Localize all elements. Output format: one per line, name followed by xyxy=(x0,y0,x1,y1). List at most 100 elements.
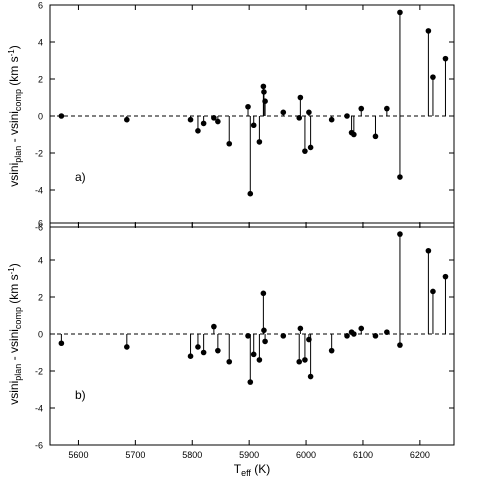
data-point xyxy=(58,340,65,347)
data-point xyxy=(280,333,287,339)
x-tick-label: 5600 xyxy=(68,450,88,460)
y-axis-label-part: ) xyxy=(7,45,21,49)
y-axis-label: vsiniplan - vsinicomp (km s-1) xyxy=(7,263,23,405)
data-point xyxy=(262,338,268,345)
data-point xyxy=(187,353,194,360)
data-point xyxy=(296,115,303,121)
data-point xyxy=(384,105,390,112)
data-point xyxy=(442,55,449,62)
data-point xyxy=(397,231,403,237)
x-tick-label: 6200 xyxy=(410,450,430,460)
y-axis-label-part: plan xyxy=(13,364,23,381)
data-point xyxy=(397,9,403,16)
data-point xyxy=(256,357,263,363)
y-tick-label: -6 xyxy=(35,223,43,233)
data-point xyxy=(211,323,217,330)
data-point xyxy=(200,120,207,127)
y-axis-label-part: - vsini xyxy=(7,329,21,364)
y-axis-label-part: -1 xyxy=(7,49,16,57)
data-point xyxy=(262,98,268,104)
data-point xyxy=(306,109,312,116)
data-point xyxy=(344,333,350,339)
data-point xyxy=(358,325,365,332)
y-axis-label: vsiniplan - vsinicomp (km s-1) xyxy=(7,45,23,187)
data-point xyxy=(187,116,194,123)
data-point xyxy=(215,118,221,125)
data-point xyxy=(384,329,390,335)
data-point xyxy=(260,83,267,90)
panel-b: -6 -4 -2 0 2 4 6 5600 5700 5800 5900 6000 6100 6200 b)… xyxy=(7,219,455,478)
y-axis-label-part: (km s xyxy=(7,274,21,307)
x-axis-label: Teff (K) xyxy=(234,462,271,476)
data-point xyxy=(250,122,257,129)
panel-a: -6 -4 -2 0 2 4 6 a) vsiniplan - vsinicomp (km s-… xyxy=(7,1,455,233)
y-tick-label: 0 xyxy=(38,330,43,340)
data-point xyxy=(195,128,201,134)
y-tick-label: -4 xyxy=(35,404,43,414)
data-point xyxy=(260,290,267,297)
y-tick-label: 2 xyxy=(38,75,43,85)
data-point xyxy=(250,351,257,358)
x-axis-label-part: T xyxy=(234,462,242,476)
data-point xyxy=(328,116,335,123)
y-tick-label: 0 xyxy=(38,112,43,122)
data-point xyxy=(425,28,432,34)
x-tick-label: 5700 xyxy=(125,450,145,460)
data-point xyxy=(247,379,254,385)
panel-label: a) xyxy=(75,170,86,184)
data-point xyxy=(430,288,436,295)
data-point xyxy=(261,89,267,95)
data-point xyxy=(200,349,207,356)
data-point xyxy=(397,342,403,348)
data-point xyxy=(245,333,251,339)
y-tick-label: 2 xyxy=(38,293,43,303)
data-point xyxy=(425,247,432,254)
data-point xyxy=(226,358,233,365)
y-tick-label: 4 xyxy=(38,38,43,48)
data-point xyxy=(297,325,304,332)
y-tick-label: -4 xyxy=(35,186,43,196)
y-tick-label: 6 xyxy=(38,219,43,229)
x-tick-label: 6000 xyxy=(296,450,316,460)
data-point xyxy=(124,116,130,123)
data-point xyxy=(351,331,357,337)
data-point xyxy=(328,347,335,354)
y-tick-label: -2 xyxy=(35,149,43,159)
data-point xyxy=(296,358,303,365)
y-axis-label-part: (km s xyxy=(7,56,21,89)
data-point xyxy=(247,190,254,197)
x-axis-label-part: (K) xyxy=(251,462,270,476)
data-point xyxy=(372,333,379,339)
data-point xyxy=(245,103,251,110)
x-tick-label: 5900 xyxy=(239,450,259,460)
data-point xyxy=(256,139,263,145)
data-point xyxy=(307,144,314,151)
y-axis-label-part: -1 xyxy=(7,267,16,275)
data-point xyxy=(302,357,308,363)
y-axis-label-part: vsini xyxy=(7,381,21,405)
x-axis-label-part: eff xyxy=(241,468,251,476)
data-point xyxy=(442,273,449,280)
data-point xyxy=(226,140,233,147)
data-point xyxy=(280,109,287,116)
y-axis-label-part: vsini xyxy=(7,163,21,187)
y-tick-label: 6 xyxy=(38,1,43,11)
y-axis-label-part: - vsini xyxy=(7,111,21,146)
y-axis-label-part: comp xyxy=(13,307,23,329)
data-point xyxy=(302,148,308,154)
y-axis-label-part: ) xyxy=(7,263,21,267)
data-point xyxy=(297,94,304,101)
data-point xyxy=(372,133,379,140)
data-point xyxy=(211,115,217,121)
data-point xyxy=(397,174,403,180)
data-point xyxy=(215,347,221,354)
data-point xyxy=(358,105,365,112)
x-tick-label: 5800 xyxy=(182,450,202,460)
y-tick-label: -6 xyxy=(35,441,43,451)
data-point xyxy=(58,113,65,119)
data-point xyxy=(430,74,436,80)
data-point xyxy=(195,344,201,350)
data-point xyxy=(307,373,314,380)
